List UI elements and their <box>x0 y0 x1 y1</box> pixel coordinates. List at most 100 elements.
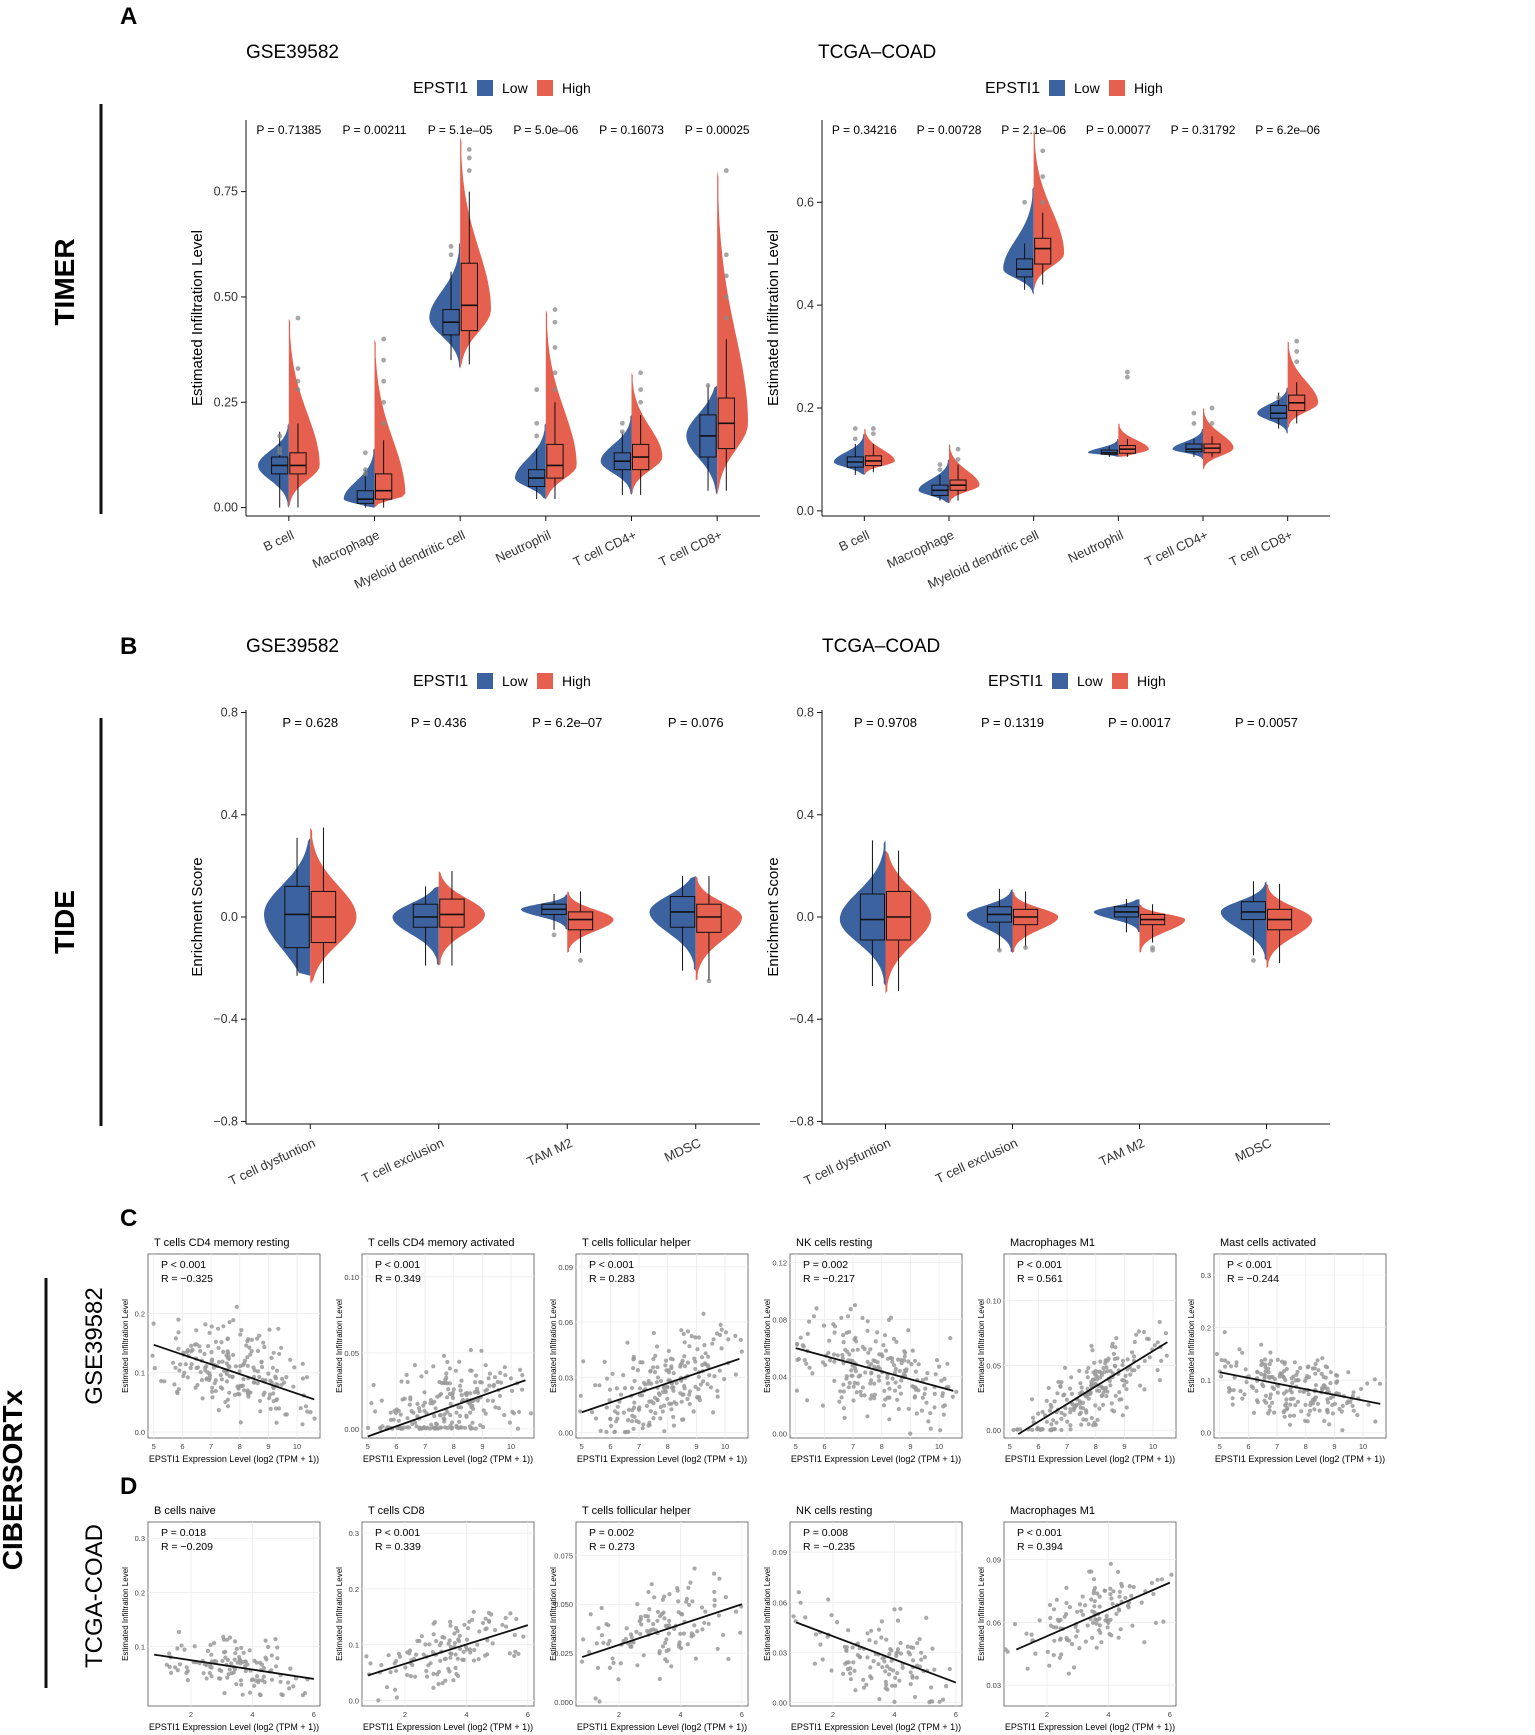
x-tick-label: 8 <box>666 1442 670 1451</box>
scatter-point <box>676 1599 681 1604</box>
scatter-point <box>1086 1396 1091 1401</box>
scatter-point <box>430 1650 435 1655</box>
scatter-point <box>912 1358 918 1363</box>
scatter-point <box>1101 1366 1106 1371</box>
scatter-point <box>202 1351 207 1356</box>
scatter-point <box>876 1627 882 1632</box>
scatter-point <box>872 1392 878 1397</box>
scatter-point <box>695 1347 700 1352</box>
scatter-point <box>922 1655 928 1660</box>
outlier-point <box>466 168 472 173</box>
scatter-point <box>512 1633 517 1638</box>
scatter-point <box>932 1667 937 1672</box>
outlier-point <box>1040 174 1046 179</box>
scatter-point <box>417 1409 422 1414</box>
outlier-point <box>638 370 644 376</box>
scatter-point <box>207 1376 212 1381</box>
y-tick-label: 0.2 <box>1201 1324 1211 1333</box>
scatter-point <box>885 1687 890 1692</box>
scatter-point <box>631 1405 637 1410</box>
scatter-point <box>1219 1374 1224 1379</box>
scatter-point <box>889 1648 894 1653</box>
outlier-point <box>1294 349 1300 354</box>
outlier-point <box>1124 369 1130 375</box>
scatter-point <box>841 1382 846 1387</box>
scatter-point <box>1029 1632 1034 1637</box>
scatter-point <box>238 1420 243 1425</box>
y-tick-label: 0.04 <box>772 1373 787 1382</box>
legend-label-high: High <box>1137 673 1166 689</box>
x-tick-label: 9 <box>266 1442 270 1451</box>
scatter-point <box>231 1318 236 1323</box>
box-high <box>696 903 722 933</box>
scatter-point <box>288 1357 293 1362</box>
legend-swatch-high <box>1109 80 1125 96</box>
scatter-point <box>219 1377 224 1382</box>
scatter-point <box>378 1426 383 1431</box>
scatter-point <box>437 1413 443 1418</box>
outlier-point <box>277 433 283 439</box>
scatter-point <box>179 1643 184 1648</box>
scatter-point <box>719 1327 724 1332</box>
y-tick-label: 0.00 <box>772 1430 787 1439</box>
y-tick-label: 0.00 <box>558 1428 573 1437</box>
scatter-point <box>702 1343 707 1348</box>
scatter-point <box>176 1629 182 1635</box>
scatter-point <box>456 1405 461 1410</box>
scatter-point <box>1222 1330 1227 1335</box>
scatter-point <box>1289 1376 1294 1381</box>
scatter-point <box>687 1401 692 1407</box>
scatter-point <box>893 1366 899 1372</box>
scatter-point <box>820 1403 826 1408</box>
scatter-point <box>466 1626 471 1631</box>
scatter-point <box>1292 1360 1297 1365</box>
scatter-point <box>647 1607 652 1612</box>
scatter-point <box>873 1640 878 1645</box>
scatter-point <box>172 1382 177 1387</box>
scatter-point <box>284 1375 289 1380</box>
scatter-point <box>298 1406 303 1411</box>
y-tick-label: 0.3 <box>135 1534 145 1543</box>
scatter-point <box>593 1696 598 1701</box>
scatter-point <box>250 1677 255 1682</box>
scatter-point <box>274 1420 279 1425</box>
scatter-point <box>496 1406 501 1411</box>
scatter-point <box>1308 1402 1313 1408</box>
scatter-point <box>1112 1356 1117 1362</box>
outlier-point <box>937 462 943 467</box>
scatter-point <box>712 1571 717 1576</box>
box-high <box>375 473 393 500</box>
scatter-point <box>1142 1640 1147 1645</box>
scatter-point <box>1015 1427 1020 1432</box>
scatter-point <box>646 1381 651 1386</box>
scatter-point <box>185 1375 190 1380</box>
scatter-point <box>906 1359 911 1364</box>
scatter-point <box>726 1337 731 1342</box>
scatter-point <box>850 1645 855 1650</box>
scatter-point <box>424 1370 429 1375</box>
y-tick-label: 0.03 <box>772 1648 787 1657</box>
scatter-point <box>671 1371 676 1376</box>
scatter-point <box>625 1340 630 1345</box>
scatter-point <box>914 1675 920 1680</box>
scatter-point <box>693 1656 699 1661</box>
outlier-point <box>723 315 729 321</box>
scatter-point <box>1316 1368 1321 1373</box>
scatter-point <box>470 1420 475 1425</box>
scatter-point <box>247 1648 252 1653</box>
scatter-point <box>902 1358 907 1363</box>
scatter-point <box>1303 1378 1308 1383</box>
scatter-point <box>599 1605 604 1611</box>
scatter-point <box>715 1388 720 1393</box>
scatter-point <box>1325 1397 1330 1402</box>
x-tick-label: Macrophage <box>884 527 956 571</box>
y-tick-label: 0.06 <box>772 1598 787 1607</box>
scatter-point <box>871 1358 876 1363</box>
scatter-point <box>892 1363 897 1368</box>
scatter-point <box>714 1331 720 1336</box>
scatter-point <box>664 1637 669 1642</box>
scatter-point <box>1105 1369 1110 1374</box>
scatter-point <box>618 1392 624 1397</box>
scatter-point <box>493 1405 498 1410</box>
scatter-point <box>871 1659 876 1664</box>
